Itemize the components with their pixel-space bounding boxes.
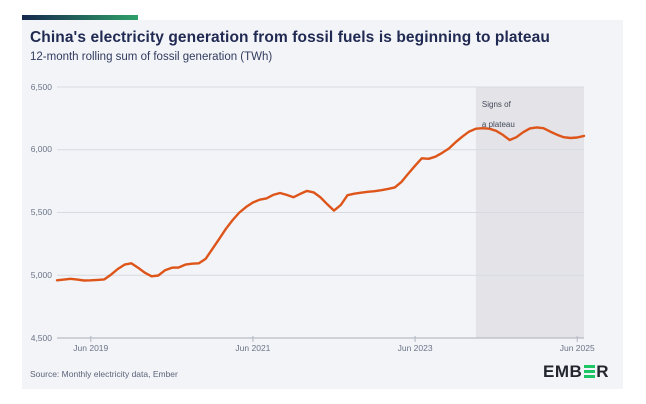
- chart-subtitle: 12-month rolling sum of fossil generatio…: [30, 51, 273, 63]
- line-chart-plot: [55, 86, 586, 342]
- plateau-annotation-line2: a plateau: [481, 120, 515, 129]
- x-axis-tick-label: Jun 2025: [559, 343, 595, 353]
- x-axis-tick-label: Jun 2019: [73, 343, 109, 353]
- plateau-annotation-line1: Signs of: [481, 100, 511, 109]
- ember-logo: EMB R: [543, 363, 609, 380]
- x-axis-tick-label: Jun 2021: [235, 343, 271, 353]
- x-axis-tick-label: Jun 2023: [397, 343, 433, 353]
- source-note: Source: Monthly electricity data, Ember: [30, 369, 178, 379]
- y-axis-tick-label: 4,500: [30, 332, 52, 343]
- ember-logo-text-prefix: EMB: [543, 362, 583, 381]
- y-axis-tick-label: 5,000: [30, 269, 52, 280]
- y-axis-tick-label: 6,500: [30, 81, 52, 92]
- y-axis-tick-label: 6,000: [30, 144, 52, 155]
- chart-title: China's electricity generation from foss…: [30, 29, 550, 46]
- y-axis-tick-label: 5,500: [30, 207, 52, 217]
- brand-accent-bar: [22, 15, 138, 20]
- plateau-annotation: Signs of a plateau: [482, 90, 515, 140]
- ember-logo-text-suffix: R: [596, 362, 610, 381]
- ember-logo-e-bars-icon: [583, 365, 595, 378]
